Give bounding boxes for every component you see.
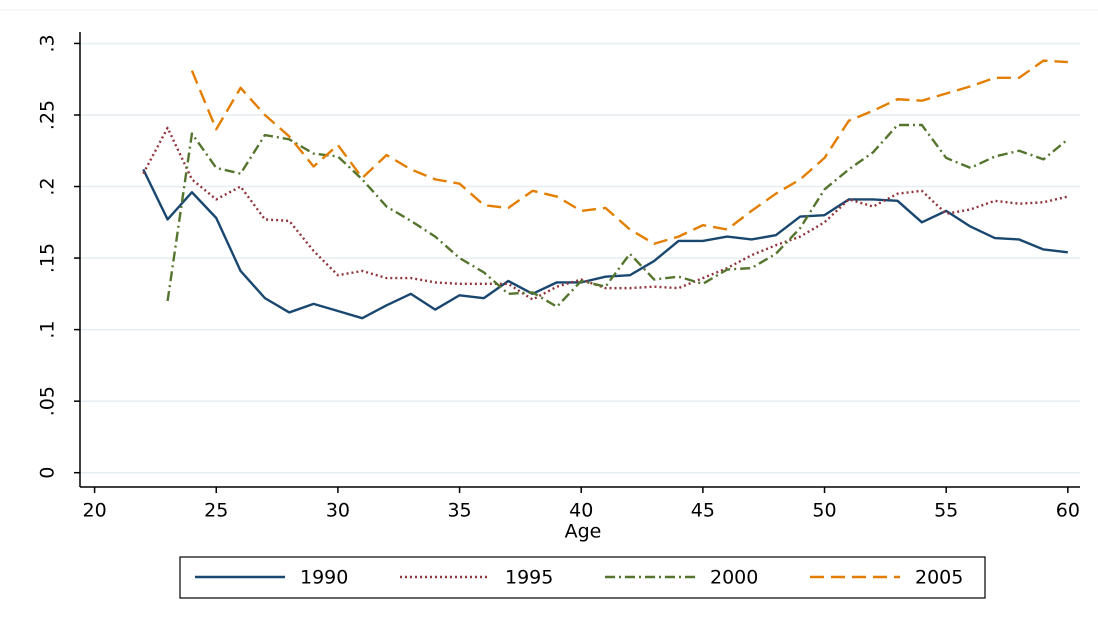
legend — [179, 556, 986, 599]
series-line — [190, 59, 1068, 245]
x-tick-label: 50 — [812, 500, 836, 522]
legend-label: 2000 — [710, 567, 758, 589]
y-tick-label: .1 — [37, 321, 59, 339]
grid — [80, 42, 1080, 474]
legend-label: 1990 — [300, 567, 348, 589]
plot-lines — [142, 59, 1069, 320]
x-tick-label: 60 — [1056, 500, 1080, 522]
x-tick-label: 40 — [569, 500, 593, 522]
y-tick-label: .05 — [37, 386, 59, 416]
y-tick-label: .3 — [37, 34, 59, 52]
y-tick-label: 0 — [37, 467, 59, 479]
x-tick-label: 45 — [691, 500, 715, 522]
x-tick-label: 25 — [204, 500, 228, 522]
legend-label: 2005 — [915, 567, 963, 589]
y-tick-label: .25 — [37, 100, 59, 130]
x-tick-label: 20 — [83, 500, 107, 522]
x-tick-label: 35 — [447, 500, 471, 522]
y-tick-label: .2 — [37, 177, 59, 195]
x-axis-title: Age — [565, 521, 602, 543]
x-tick-label: 55 — [934, 500, 958, 522]
y-tick-label: .15 — [37, 243, 59, 273]
legend-label: 1995 — [505, 567, 553, 589]
series-line — [142, 126, 1069, 301]
series-line — [142, 168, 1068, 320]
x-tick-label: 30 — [326, 500, 350, 522]
